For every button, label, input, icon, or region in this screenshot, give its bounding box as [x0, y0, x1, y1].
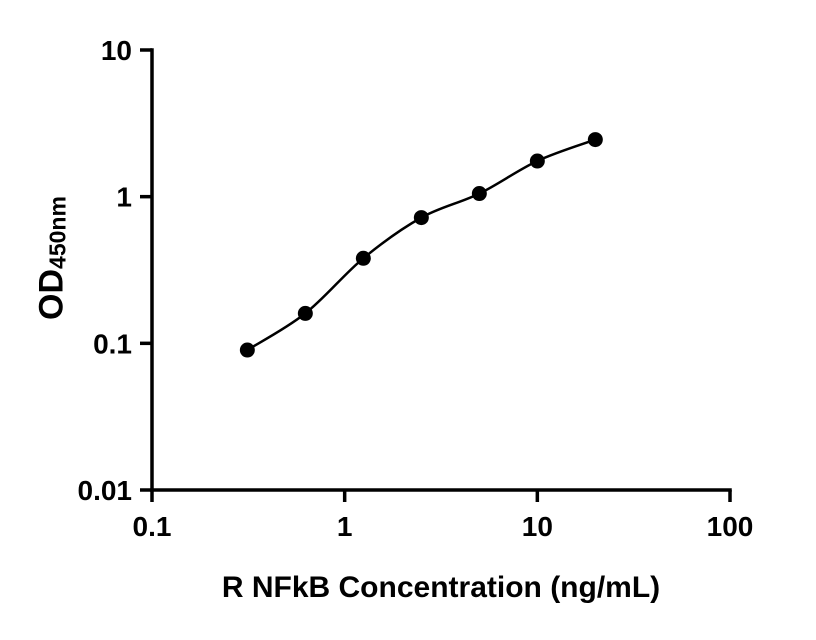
data-point [529, 153, 545, 169]
data-point [413, 210, 429, 226]
y-tick-label: 10 [101, 35, 132, 66]
y-tick-label: 1 [116, 182, 132, 213]
y-tick-label: 0.1 [93, 328, 132, 359]
data-point [355, 250, 371, 266]
data-point [471, 186, 487, 202]
y-axis-label-main: OD [32, 268, 71, 320]
fit-curve [246, 138, 596, 352]
data-point [239, 342, 255, 358]
x-tick-label: 100 [707, 511, 754, 542]
x-tick-label: 1 [337, 511, 353, 542]
x-tick-label: 10 [522, 511, 553, 542]
y-axis-label: OD450nm [33, 196, 72, 320]
x-axis-label-text: R NFkB Concentration (ng/mL) [221, 571, 661, 604]
x-axis-label: R NFkB Concentration (ng/mL) [222, 571, 660, 605]
y-axis-label-sub: 450nm [44, 196, 71, 269]
y-tick-label: 0.01 [78, 475, 133, 506]
x-tick-label: 0.1 [133, 511, 172, 542]
data-point [587, 132, 603, 148]
data-point [297, 305, 313, 321]
